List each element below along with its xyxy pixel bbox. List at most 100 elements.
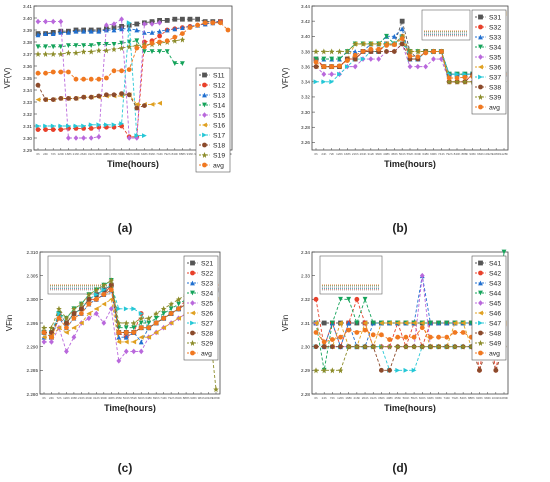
data-point bbox=[454, 75, 460, 81]
data-point bbox=[35, 123, 41, 129]
data-point bbox=[86, 291, 92, 298]
x-tick-label: 648h bbox=[145, 396, 152, 400]
x-tick-label: 24h bbox=[321, 152, 326, 156]
data-point bbox=[41, 330, 47, 335]
y-tick-label: 2.295 bbox=[27, 321, 39, 326]
data-point bbox=[142, 49, 147, 54]
data-point bbox=[43, 31, 48, 36]
y-tick-label: 2.310 bbox=[27, 250, 39, 255]
legend: S41 S42 S43 S44 S45 S46 S47 S48 S49 avg bbox=[471, 255, 507, 361]
legend-label: S37 bbox=[489, 74, 501, 81]
data-point bbox=[93, 286, 100, 293]
data-point bbox=[321, 48, 327, 55]
data-point bbox=[50, 31, 56, 36]
legend-marker bbox=[190, 260, 195, 266]
data-point bbox=[164, 27, 170, 33]
x-tick-label: 504h bbox=[399, 152, 406, 156]
data-point bbox=[454, 78, 460, 85]
data-point bbox=[321, 320, 327, 326]
data-point bbox=[431, 56, 436, 62]
data-point bbox=[195, 16, 200, 22]
data-point bbox=[149, 102, 155, 107]
legend-marker bbox=[190, 310, 195, 316]
x-tick-label: 72h bbox=[330, 396, 335, 400]
x-tick-label: 0h bbox=[42, 396, 46, 400]
data-point bbox=[149, 30, 155, 35]
data-point bbox=[378, 367, 384, 373]
legend-label: avg bbox=[201, 350, 212, 357]
data-point bbox=[50, 97, 56, 102]
data-point bbox=[387, 337, 392, 342]
data-point bbox=[368, 46, 374, 52]
data-point bbox=[43, 97, 48, 102]
data-point bbox=[391, 49, 397, 54]
data-point bbox=[145, 315, 152, 322]
data-point bbox=[321, 339, 327, 345]
data-point bbox=[131, 339, 137, 345]
data-point bbox=[63, 315, 70, 322]
y-tick-label: 3.29 bbox=[23, 148, 32, 153]
data-point bbox=[116, 339, 122, 345]
data-point bbox=[329, 79, 335, 85]
data-point bbox=[88, 48, 94, 55]
x-tick-label: 600h bbox=[138, 396, 145, 400]
data-point bbox=[93, 306, 99, 312]
data-point bbox=[101, 320, 107, 326]
legend-marker bbox=[478, 34, 483, 40]
data-point bbox=[103, 47, 110, 54]
data-point bbox=[395, 320, 401, 326]
y-axis-title: VF(V) bbox=[281, 67, 290, 88]
data-point bbox=[86, 301, 92, 307]
data-point bbox=[88, 94, 94, 100]
legend-marker bbox=[202, 142, 207, 148]
data-point bbox=[157, 49, 162, 54]
data-point bbox=[210, 20, 216, 26]
x-tick-label: 888h bbox=[183, 396, 190, 400]
data-point bbox=[73, 28, 79, 34]
data-point bbox=[370, 320, 376, 326]
data-point bbox=[101, 282, 107, 289]
x-tick-label: 696h bbox=[149, 152, 156, 156]
data-point bbox=[179, 36, 186, 43]
data-point bbox=[172, 34, 178, 40]
data-point bbox=[119, 91, 124, 96]
data-point bbox=[391, 42, 397, 48]
data-point bbox=[123, 306, 129, 312]
series-S14 bbox=[35, 38, 185, 66]
legend-marker bbox=[202, 112, 207, 118]
data-point bbox=[362, 343, 368, 350]
data-point bbox=[58, 18, 64, 25]
data-point bbox=[428, 334, 433, 340]
x-tick-label: 552h bbox=[130, 396, 137, 400]
data-point bbox=[88, 135, 94, 141]
legend-label: S24 bbox=[201, 290, 213, 297]
data-point bbox=[360, 40, 366, 47]
legend-marker bbox=[478, 280, 483, 286]
panel-label: (a) bbox=[118, 221, 133, 235]
x-tick-label: 312h bbox=[367, 152, 374, 156]
data-point bbox=[164, 18, 170, 23]
data-point bbox=[202, 20, 208, 26]
data-point bbox=[49, 334, 54, 340]
data-point bbox=[88, 76, 94, 82]
x-tick-label: 312h bbox=[93, 396, 100, 400]
x-tick-label: 168h bbox=[71, 396, 78, 400]
x-tick-label: 792h bbox=[446, 152, 453, 156]
data-point bbox=[376, 46, 382, 52]
legend-label: S16 bbox=[213, 122, 225, 129]
x-tick-label: 744h bbox=[438, 152, 445, 156]
x-tick-label: 264h bbox=[362, 396, 369, 400]
data-point bbox=[138, 348, 144, 355]
data-point bbox=[123, 339, 129, 345]
legend-label: S29 bbox=[201, 340, 213, 347]
y-tick-label: 3.30 bbox=[301, 110, 310, 115]
data-point bbox=[35, 97, 41, 102]
data-point bbox=[96, 93, 102, 99]
data-point bbox=[411, 367, 417, 373]
x-tick-label: 72h bbox=[51, 152, 56, 156]
data-point bbox=[104, 75, 109, 81]
legend-marker bbox=[190, 290, 195, 296]
series-S18 bbox=[35, 82, 147, 111]
x-tick-label: 744h bbox=[156, 152, 163, 156]
data-point bbox=[313, 367, 319, 374]
